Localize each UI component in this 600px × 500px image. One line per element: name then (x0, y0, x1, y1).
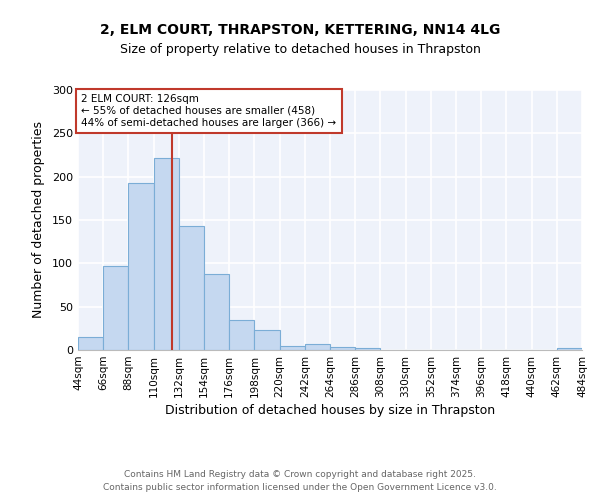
Bar (330, 348, 355, 350)
Bar (128, 182, 154, 350)
Bar (78, 337, 103, 350)
Y-axis label: Number of detached properties: Number of detached properties (32, 122, 45, 318)
Text: 2 ELM COURT: 126sqm
← 55% of detached houses are smaller (458)
44% of semi-detac: 2 ELM COURT: 126sqm ← 55% of detached ho… (82, 94, 337, 128)
Bar (280, 346, 305, 350)
Bar (355, 348, 380, 350)
Text: Size of property relative to detached houses in Thrapston: Size of property relative to detached ho… (119, 42, 481, 56)
Bar (103, 266, 128, 350)
Bar (305, 344, 330, 350)
Bar (229, 320, 254, 350)
X-axis label: Distribution of detached houses by size in Thrapston: Distribution of detached houses by size … (165, 404, 495, 417)
Bar (204, 274, 229, 350)
Text: 2, ELM COURT, THRAPSTON, KETTERING, NN14 4LG: 2, ELM COURT, THRAPSTON, KETTERING, NN14… (100, 22, 500, 36)
Bar (557, 348, 582, 350)
Text: Contains HM Land Registry data © Crown copyright and database right 2025.
Contai: Contains HM Land Registry data © Crown c… (103, 470, 497, 492)
Bar (254, 330, 280, 350)
Bar (154, 158, 179, 350)
Bar (179, 226, 204, 350)
